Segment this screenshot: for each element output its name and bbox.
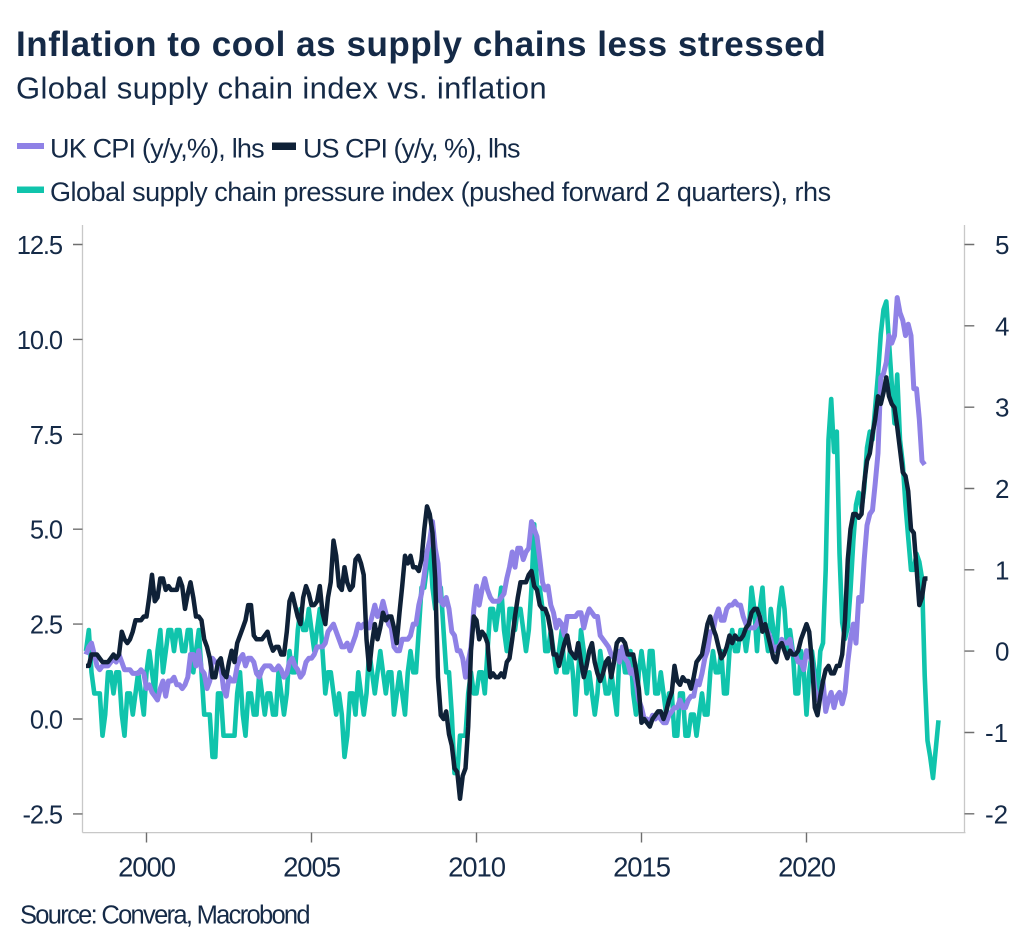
svg-text:-2: -2 <box>985 799 1008 829</box>
svg-text:0.0: 0.0 <box>30 707 63 735</box>
svg-text:Global supply chain index vs.: Global supply chain index vs. inflation <box>16 71 547 106</box>
svg-text:Inflation to cool as supply ch: Inflation to cool as supply chains less … <box>16 25 826 64</box>
svg-text:7.5: 7.5 <box>30 422 63 450</box>
svg-text:2010: 2010 <box>448 852 506 883</box>
svg-text:5: 5 <box>995 230 1009 260</box>
svg-text:0: 0 <box>995 637 1009 667</box>
svg-text:2: 2 <box>995 474 1009 504</box>
svg-text:5.0: 5.0 <box>30 517 63 545</box>
svg-text:10.0: 10.0 <box>17 327 63 355</box>
svg-text:12.5: 12.5 <box>17 232 63 260</box>
svg-text:2005: 2005 <box>283 852 341 883</box>
svg-text:3: 3 <box>995 393 1009 423</box>
svg-text:-1: -1 <box>985 718 1008 748</box>
svg-text:4: 4 <box>995 311 1009 341</box>
svg-text:Source: Convera, Macrobond: Source: Convera, Macrobond <box>20 902 309 930</box>
svg-text:2.5: 2.5 <box>30 612 63 640</box>
svg-text:2000: 2000 <box>118 852 176 883</box>
svg-text:2015: 2015 <box>613 852 671 883</box>
svg-text:1: 1 <box>995 555 1009 585</box>
svg-text:2020: 2020 <box>778 852 836 883</box>
svg-text:Global supply chain pressure i: Global supply chain pressure index (push… <box>50 177 831 207</box>
svg-text:US CPI (y/y, %), lhs: US CPI (y/y, %), lhs <box>303 134 520 164</box>
svg-text:UK CPI (y/y,%), lhs: UK CPI (y/y,%), lhs <box>50 134 264 164</box>
svg-text:-2.5: -2.5 <box>22 801 62 829</box>
